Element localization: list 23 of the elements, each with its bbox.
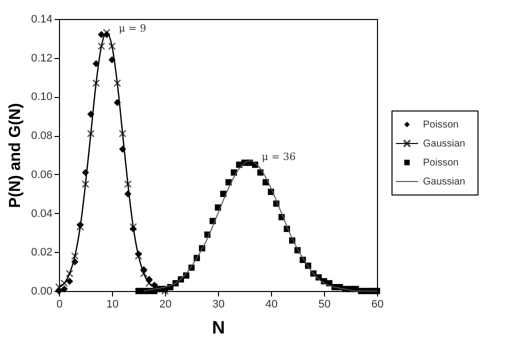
y-tick-label: 0.06 (31, 168, 52, 181)
x-tick-label: 60 (371, 298, 384, 310)
annotation: μ = 9 (118, 24, 146, 35)
y-tick-label: 0.02 (31, 246, 52, 259)
y-axis-title: P(N) and G(N) (7, 103, 24, 208)
y-tick-label: 0.10 (31, 91, 52, 104)
x-tick-label: 0 (56, 298, 63, 310)
x-tick-label: 10 (106, 298, 119, 310)
y-tick-label: 0.12 (31, 52, 52, 64)
y-tick-label: 0.14 (31, 14, 52, 26)
legend-label: Gaussian (423, 138, 466, 150)
legend-label: Poisson (423, 120, 459, 130)
legend-label: Poisson (423, 158, 459, 168)
legend-label: Gaussian (423, 176, 466, 188)
y-tick-label: 0.08 (31, 130, 52, 142)
x-axis-title: N (212, 318, 225, 338)
y-tick-label: 0.04 (31, 208, 52, 220)
annotation: μ = 36 (262, 152, 296, 163)
x-tick-label: 40 (265, 298, 278, 310)
x-tick-label: 20 (159, 298, 172, 310)
x-tick-label: 30 (212, 298, 225, 310)
x-tick-label: 50 (318, 298, 331, 310)
y-tick-label: 0.00 (31, 286, 52, 298)
